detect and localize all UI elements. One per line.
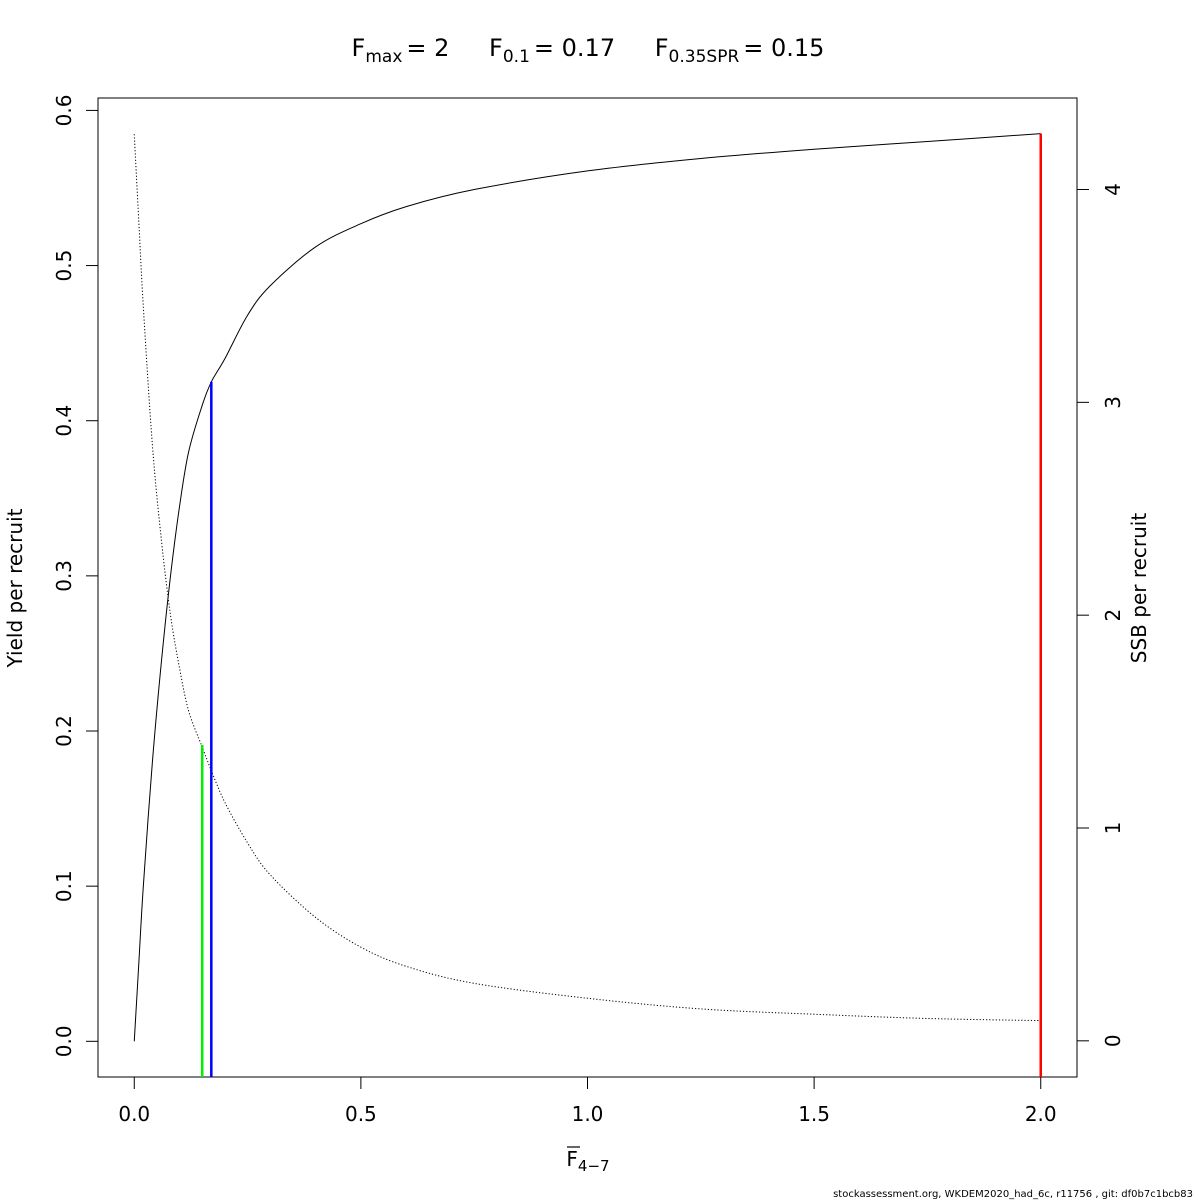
title-fspr-label: F — [655, 34, 669, 62]
title-f01-value: = 0.17 — [534, 34, 615, 62]
y-right-tick-label: 2 — [1101, 609, 1125, 622]
y-left-tick-label: 0.6 — [52, 95, 76, 127]
ssb-per-recruit-curve — [133, 134, 1041, 1022]
title-fspr-value: = 0.15 — [743, 34, 824, 62]
y-left-tick-label: 0.2 — [52, 715, 76, 747]
y-right-tick-label: 3 — [1101, 396, 1125, 409]
title-f01-label: F — [489, 34, 503, 62]
plot-frame — [97, 97, 1078, 1078]
y-axis-right-label: SSB per recruit — [1127, 513, 1151, 664]
x-axis-label-base: F — [566, 1147, 578, 1171]
x-axis-label-sub: 4−7 — [578, 1157, 610, 1175]
y-right-tick-label: 0 — [1101, 1034, 1125, 1047]
y-right-tick-label: 1 — [1101, 822, 1125, 835]
title-fspr-sub: 0.35SPR — [669, 47, 740, 67]
series-layer — [133, 133, 1041, 1042]
x-tick-label: 1.5 — [798, 1102, 830, 1126]
x-tick-label: 1.0 — [572, 1102, 604, 1126]
footer-credit: stockassessment.org, WKDEM2020_had_6c, r… — [833, 1189, 1193, 1200]
title-f01-sub: 0.1 — [503, 47, 530, 67]
y-axis-left-label: Yield per recruit — [3, 508, 27, 668]
x-tick-label: 0.5 — [345, 1102, 377, 1126]
y-axis-left: 0.0 0.1 0.2 0.3 0.4 0.5 0.6 — [52, 95, 99, 1057]
chart-title: Fmax = 2 F0.1 = 0.17 F0.35SPR = 0.15 — [352, 34, 825, 67]
svg-text:F4−7: F4−7 — [566, 1147, 609, 1175]
x-tick-label: 0.0 — [118, 1102, 150, 1126]
y-left-tick-label: 0.3 — [52, 560, 76, 592]
y-left-tick-label: 0.0 — [52, 1025, 76, 1057]
y-left-tick-label: 0.5 — [52, 250, 76, 282]
yield-per-recruit-curve — [133, 133, 1041, 1042]
x-axis: 0.0 0.5 1.0 1.5 2.0 — [118, 1076, 1057, 1126]
x-tick-label: 2.0 — [1025, 1102, 1057, 1126]
title-fmax-sub: max — [365, 47, 402, 67]
y-axis-right: 0 1 2 3 4 — [1076, 183, 1125, 1047]
reference-lines — [200, 133, 1042, 1077]
x-axis-label: F4−7 — [566, 1146, 610, 1175]
title-fmax-value: = 2 — [406, 34, 449, 62]
y-right-tick-label: 4 — [1101, 183, 1125, 196]
title-fmax-label: F — [352, 34, 366, 62]
y-left-tick-label: 0.1 — [52, 870, 76, 902]
y-left-tick-label: 0.4 — [52, 405, 76, 437]
